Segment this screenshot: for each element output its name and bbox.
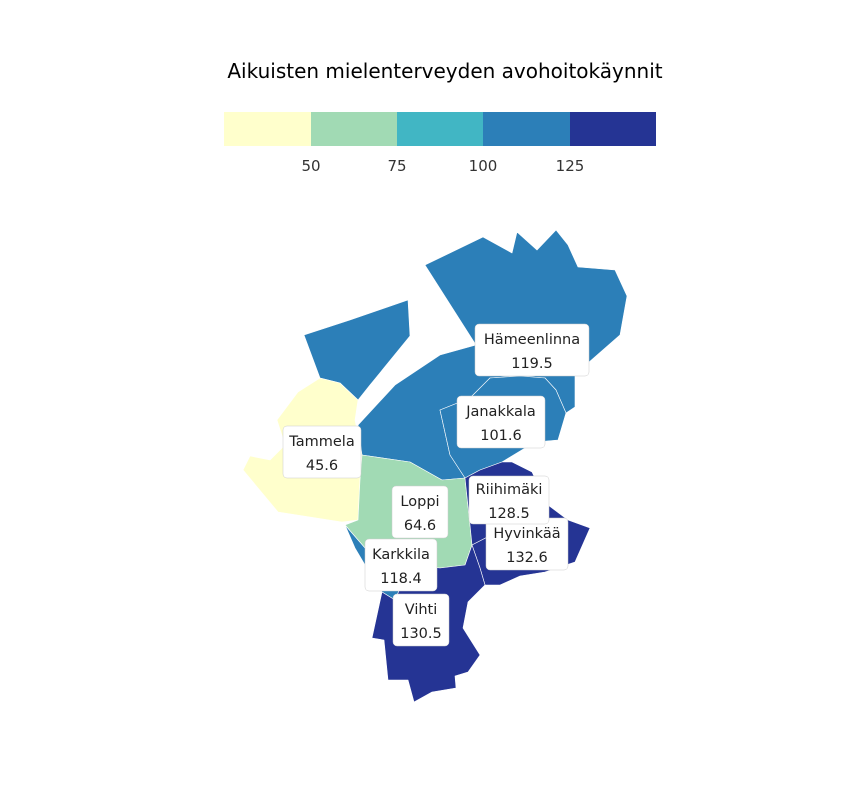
label-karkkila-value: 118.4 <box>380 571 422 587</box>
label-riihimaki-value: 128.5 <box>488 506 530 522</box>
label-hyvinkaa: Hyvinkää 132.6 <box>485 517 569 571</box>
label-karkkila-name: Karkkila <box>372 547 430 563</box>
label-hameenlinna-value: 119.5 <box>511 356 553 372</box>
label-riihimaki-name: Riihimäki <box>476 482 543 498</box>
label-hameenlinna: Hämeenlinna 119.5 <box>474 323 590 377</box>
legend-swatch-4 <box>483 112 570 146</box>
label-tammela-value: 45.6 <box>306 458 338 474</box>
map-title: Aikuisten mielenterveyden avohoitokäynni… <box>227 59 662 83</box>
label-hyvinkaa-value: 132.6 <box>506 550 548 566</box>
color-legend: 50 75 100 125 <box>224 112 656 175</box>
legend-tick-100: 100 <box>469 157 498 175</box>
label-loppi-value: 64.6 <box>404 518 436 534</box>
label-riihimaki: Riihimäki 128.5 <box>468 475 550 525</box>
legend-tick-75: 75 <box>387 157 406 175</box>
label-tammela-name: Tammela <box>288 434 354 450</box>
label-vihti: Vihti 130.5 <box>392 593 450 647</box>
label-loppi-name: Loppi <box>400 494 439 510</box>
legend-tick-50: 50 <box>301 157 320 175</box>
region-labels: Hämeenlinna 119.5 Janakkala 101.6 Tammel… <box>282 323 590 647</box>
label-karkkila: Karkkila 118.4 <box>364 538 438 592</box>
legend-swatch-3 <box>397 112 483 146</box>
legend-tick-125: 125 <box>556 157 585 175</box>
legend-swatch-1 <box>224 112 311 146</box>
label-janakkala-name: Janakkala <box>465 404 536 420</box>
label-loppi: Loppi 64.6 <box>391 485 449 539</box>
label-janakkala: Janakkala 101.6 <box>456 395 546 449</box>
label-vihti-name: Vihti <box>405 602 438 618</box>
label-hameenlinna-name: Hämeenlinna <box>484 332 580 348</box>
legend-swatch-5 <box>570 112 656 146</box>
legend-swatch-2 <box>311 112 397 146</box>
label-tammela: Tammela 45.6 <box>282 425 362 479</box>
label-vihti-value: 130.5 <box>400 626 442 642</box>
label-janakkala-value: 101.6 <box>480 428 522 444</box>
label-hyvinkaa-name: Hyvinkää <box>493 526 560 542</box>
